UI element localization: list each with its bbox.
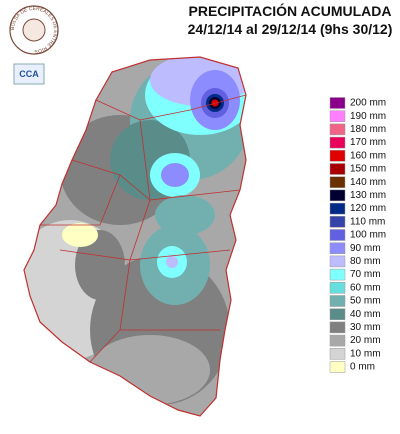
legend-label: 180 mm (350, 124, 386, 135)
legend-label: 100 mm (350, 230, 386, 241)
legend-swatch (329, 216, 346, 228)
department-borders (40, 94, 247, 363)
badge-box (13, 63, 45, 85)
legend-swatch (329, 176, 346, 188)
subtitle: 24/12/14 al 29/12/14 (9hs 30/12) (188, 21, 393, 37)
legend-swatch (329, 242, 346, 254)
logo: BOLSA DE CEREALES DE ENTRE RIOS (9, 5, 59, 55)
legend-swatch (329, 308, 346, 320)
legend-label: 140 mm (350, 177, 386, 188)
legend-label: 190 mm (350, 111, 386, 122)
legend-swatch (329, 295, 346, 307)
legend-label: 160 mm (350, 150, 386, 161)
legend-label: 90 mm (350, 243, 381, 254)
legend-swatch (329, 334, 346, 347)
legend-label: 200 mm (350, 98, 386, 109)
legend-label: 130 mm (350, 190, 386, 201)
legend-label: 80 mm (350, 256, 381, 267)
legend-swatch (329, 321, 346, 334)
legend-label: 110 mm (350, 216, 385, 227)
legend-label: 150 mm (350, 164, 386, 175)
title: PRECIPITACIÓN ACUMULADA (189, 2, 392, 19)
legend-swatch (329, 361, 346, 373)
legend-label: 170 mm (350, 137, 386, 148)
legend-swatch (329, 189, 346, 202)
legend-label: 0 mm (350, 362, 375, 373)
legend-label: 10 mm (350, 348, 381, 359)
legend-label: 40 mm (350, 309, 381, 320)
legend-swatch (329, 268, 346, 281)
legend-swatch (329, 150, 346, 162)
legend-swatch (329, 255, 346, 268)
legend-label: 120 mm (350, 203, 386, 214)
legend: 200 mm 190 mm 180 mm 170 mm 160 mm 150 mm 140 … (329, 97, 386, 373)
badge: CCA (19, 69, 39, 79)
legend-swatch (329, 110, 346, 122)
legend-label: 60 mm (350, 282, 381, 293)
legend-swatch (329, 202, 346, 215)
legend-swatch (329, 163, 346, 175)
legend-swatch (329, 348, 346, 360)
precip-map (24, 57, 246, 416)
legend-label: 70 mm (350, 269, 381, 280)
legend-swatch (329, 282, 346, 294)
legend-swatch (329, 229, 346, 241)
legend-label: 20 mm (350, 335, 381, 346)
legend-label: 30 mm (350, 322, 381, 333)
legend-swatch (329, 97, 346, 109)
legend-swatch (329, 136, 346, 149)
legend-swatch (329, 123, 346, 136)
legend-label: 50 mm (350, 296, 381, 307)
